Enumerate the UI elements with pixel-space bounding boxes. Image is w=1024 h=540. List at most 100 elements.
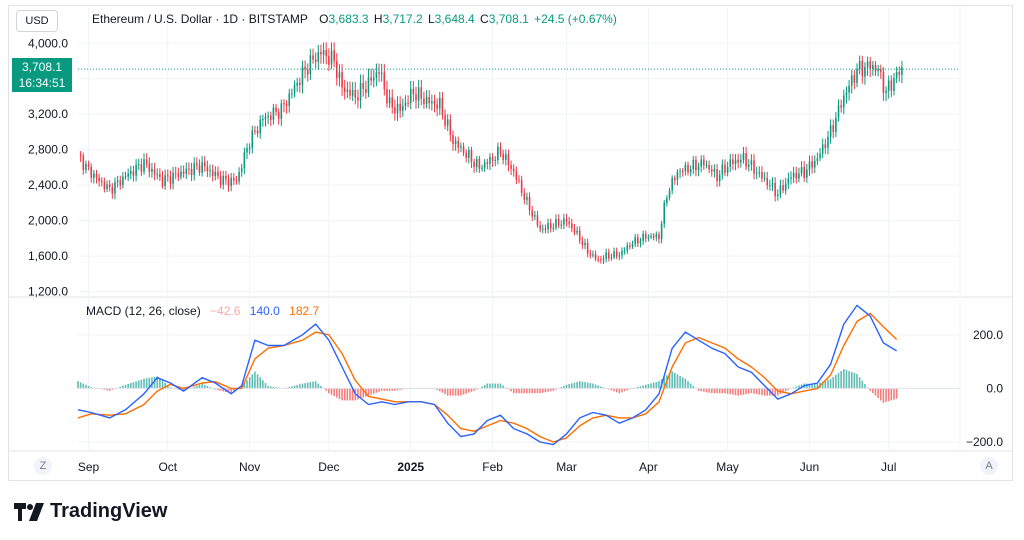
- time-tick-label: Oct: [158, 460, 177, 474]
- macd-histogram-bar: [644, 384, 647, 389]
- symbol-title[interactable]: Ethereum / U.S. Dollar · 1D · BITSTAMP: [92, 12, 308, 26]
- macd-histogram-bar: [140, 379, 143, 389]
- macd-histogram-bar: [813, 383, 816, 389]
- macd-histogram-bar: [446, 388, 449, 396]
- macd-tick-label: 200.0: [973, 328, 1003, 342]
- candle-body: [708, 164, 710, 170]
- candle-body: [742, 153, 745, 160]
- macd-histogram-bar: [568, 384, 570, 389]
- macd-histogram-bar: [766, 388, 769, 396]
- macd-hist-value: −42.6: [210, 304, 241, 318]
- candle-body: [507, 154, 510, 166]
- macd-histogram-bar: [301, 383, 304, 389]
- macd-histogram-bar: [697, 388, 700, 391]
- candle-body: [494, 159, 497, 161]
- macd-histogram-bar: [246, 380, 248, 389]
- macd-histogram-bar: [320, 385, 322, 389]
- candle-body: [402, 106, 404, 111]
- candle-body: [420, 87, 423, 99]
- macd-histogram-bar: [674, 372, 676, 389]
- candle-body: [148, 163, 151, 172]
- candle-body: [592, 254, 594, 256]
- macd-histogram-bar: [372, 388, 375, 394]
- macd-histogram-bar: [877, 388, 879, 399]
- candle-body: [684, 164, 687, 172]
- tradingview-logo[interactable]: TradingView: [14, 500, 167, 523]
- candle-body: [362, 82, 364, 90]
- macd-histogram-bar: [547, 388, 549, 392]
- go-to-zoom-button[interactable]: Z: [34, 457, 52, 475]
- candle-body: [840, 105, 842, 108]
- macd-histogram-bar: [679, 375, 681, 389]
- candle-body: [114, 181, 116, 194]
- macd-histogram-bar: [861, 380, 864, 389]
- macd-histogram-bar: [230, 388, 232, 394]
- price-tick-label: 1,600.0: [28, 249, 68, 263]
- macd-histogram-bar: [494, 383, 497, 389]
- candle-body: [291, 93, 293, 95]
- candle-body: [816, 158, 819, 161]
- price-tick-label: 2,000.0: [28, 214, 68, 228]
- macd-histogram-bar: [655, 381, 658, 389]
- candle-body: [832, 125, 835, 132]
- candle-body: [869, 61, 872, 69]
- candle-body: [610, 257, 613, 259]
- candle-body: [233, 177, 235, 181]
- macd-title[interactable]: MACD (12, 26, close): [86, 304, 201, 318]
- candle-body: [615, 251, 618, 257]
- macd-histogram-bar: [882, 388, 885, 403]
- candle-body: [642, 233, 644, 241]
- macd-tick-label: 0.0: [986, 381, 1003, 395]
- macd-histogram-bar: [837, 372, 840, 389]
- macd-histogram-bar: [269, 386, 272, 389]
- macd-histogram-bar: [573, 382, 576, 389]
- tradingview-logo-icon: [14, 502, 44, 521]
- candle-body: [314, 59, 317, 62]
- candle-body: [568, 221, 570, 224]
- candle-body: [378, 72, 380, 74]
- macd-histogram-bar: [259, 377, 262, 389]
- candle-body: [547, 223, 549, 230]
- candle-body: [800, 167, 803, 174]
- macd-histogram-bar: [895, 388, 898, 399]
- candle-body: [156, 174, 159, 176]
- candle-body: [227, 179, 230, 186]
- auto-scale-button[interactable]: A: [980, 457, 998, 475]
- time-tick-label: Nov: [239, 460, 260, 474]
- price-tick-label: 1,200.0: [28, 285, 68, 299]
- candle-body: [750, 160, 753, 165]
- candle-body: [528, 197, 531, 211]
- candle-body: [882, 71, 885, 93]
- candle-body: [320, 52, 322, 55]
- candle-body: [441, 97, 444, 115]
- candle-body: [222, 175, 225, 185]
- macd-histogram-bar: [668, 373, 671, 389]
- macd-histogram-bar: [848, 371, 850, 389]
- candle-body: [623, 250, 626, 252]
- macd-histogram-bar: [201, 383, 203, 389]
- candle-body: [679, 171, 681, 173]
- macd-histogram-bar: [879, 388, 882, 401]
- macd-histogram-bar: [642, 385, 644, 389]
- candle-body: [166, 175, 169, 177]
- candle-body: [819, 153, 821, 159]
- candle-body: [169, 176, 172, 184]
- macd-histogram-bar: [747, 388, 750, 394]
- candle-body: [275, 107, 277, 112]
- candle-body: [489, 156, 491, 164]
- low-label: L: [427, 12, 435, 26]
- high-label: H: [373, 12, 383, 26]
- candle-body: [555, 219, 557, 228]
- macd-histogram-bar: [169, 387, 172, 389]
- candle-body: [95, 173, 98, 178]
- candle-body: [431, 101, 433, 104]
- candle-body: [473, 161, 475, 167]
- candle-body: [576, 230, 578, 233]
- currency-button[interactable]: USD: [16, 10, 58, 32]
- candle-body: [885, 90, 887, 93]
- macd-histogram-bar: [713, 388, 716, 394]
- macd-histogram-bar: [515, 388, 518, 394]
- candle-body: [135, 164, 137, 176]
- candle-body: [763, 177, 766, 179]
